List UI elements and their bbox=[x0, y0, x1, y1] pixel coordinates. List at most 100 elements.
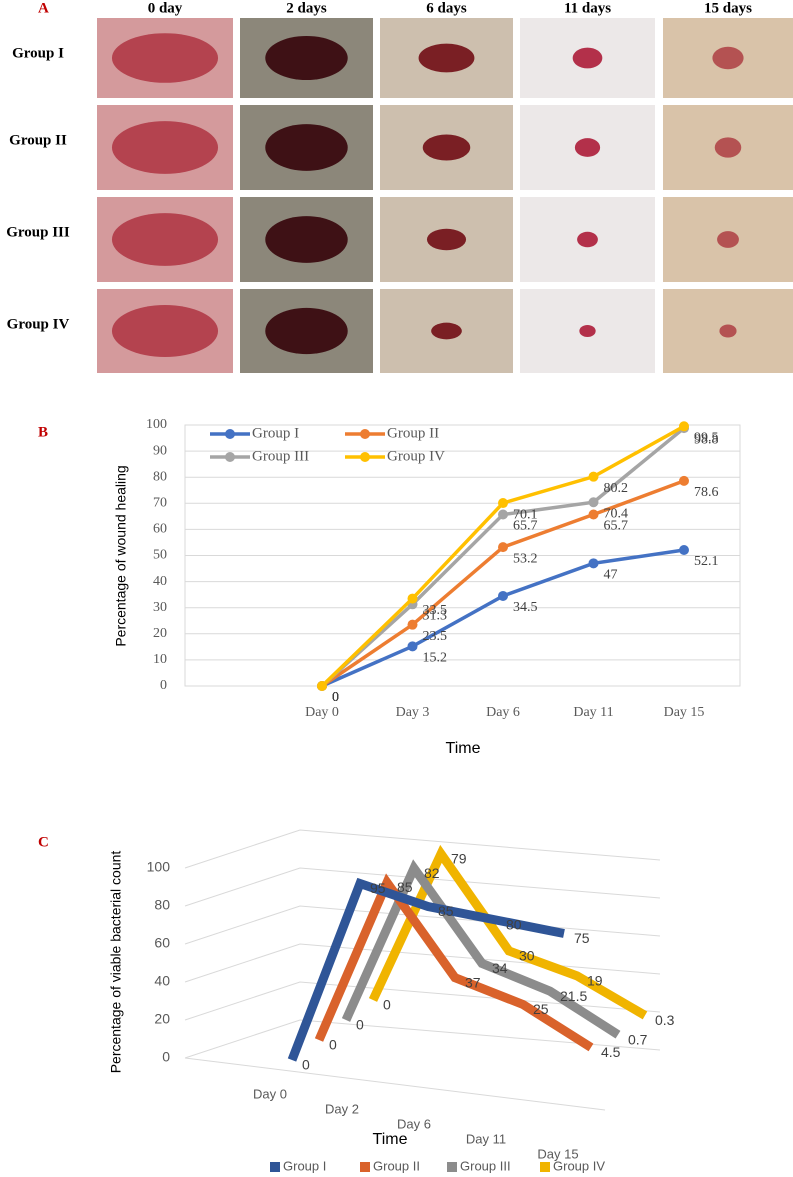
wound-area bbox=[265, 307, 348, 355]
row-label: Group I bbox=[12, 45, 64, 61]
data-label: 70.1 bbox=[513, 507, 538, 522]
grid-line bbox=[184, 829, 661, 869]
y-tick-label: 0 bbox=[160, 678, 167, 693]
wound-area bbox=[574, 138, 601, 157]
data-label: 34 bbox=[492, 960, 508, 976]
legend-label: Group II bbox=[387, 425, 439, 441]
series-line bbox=[320, 424, 685, 688]
grid-line bbox=[184, 1019, 661, 1059]
data-label: 99.5 bbox=[694, 431, 719, 446]
legend-marker bbox=[225, 452, 235, 462]
column-header: 15 days bbox=[704, 0, 752, 16]
data-point bbox=[588, 558, 599, 569]
data-point bbox=[498, 498, 508, 509]
y-axis-title: Percentage of wound healing bbox=[113, 465, 129, 646]
data-label: 0 bbox=[356, 1017, 364, 1033]
series-ribbon bbox=[341, 859, 621, 1039]
legend-label: Group II bbox=[373, 1158, 420, 1173]
data-point bbox=[498, 509, 508, 520]
panel-label: A bbox=[38, 0, 49, 16]
data-label: 82 bbox=[424, 865, 440, 881]
x-tick-label: Day 15 bbox=[537, 1146, 578, 1161]
data-label: 15.2 bbox=[423, 651, 448, 666]
x-tick-label: Day 11 bbox=[573, 705, 613, 720]
y-tick-label: 20 bbox=[153, 626, 167, 641]
legend-swatch bbox=[540, 1162, 550, 1172]
x-tick-label: Day 6 bbox=[397, 1116, 431, 1131]
y-tick-label: 10 bbox=[153, 652, 167, 667]
wound-area bbox=[577, 231, 598, 248]
data-point bbox=[679, 421, 689, 432]
wound-area bbox=[418, 43, 475, 73]
data-label: 80 bbox=[506, 917, 522, 933]
y-tick-label: 90 bbox=[153, 443, 167, 458]
panel-label: B bbox=[38, 424, 48, 440]
data-label: 0 bbox=[332, 690, 339, 705]
data-label: 34.5 bbox=[513, 600, 538, 615]
data-point bbox=[407, 619, 418, 630]
data-label: 0 bbox=[332, 690, 339, 705]
data-label: 85 bbox=[438, 903, 454, 919]
data-label: 47 bbox=[604, 568, 618, 583]
y-tick-label: 70 bbox=[153, 496, 167, 511]
data-label: 19 bbox=[587, 973, 603, 989]
data-label: 37 bbox=[465, 974, 481, 990]
floor-edge bbox=[184, 1057, 606, 1111]
data-label: 75 bbox=[574, 930, 590, 946]
legend-label: Group IV bbox=[553, 1158, 605, 1173]
grid-line bbox=[184, 981, 661, 1021]
data-label: 0.7 bbox=[628, 1031, 648, 1047]
legend-label: Group I bbox=[283, 1158, 326, 1173]
y-tick-label: 80 bbox=[154, 897, 170, 913]
data-point bbox=[588, 497, 599, 508]
wound-area bbox=[265, 124, 348, 171]
data-label: 95 bbox=[370, 880, 386, 896]
data-label: 53.2 bbox=[513, 551, 538, 566]
data-point bbox=[407, 641, 418, 652]
x-axis-title: Time bbox=[373, 1131, 408, 1148]
column-header: 11 days bbox=[564, 0, 611, 16]
y-tick-label: 0 bbox=[162, 1049, 170, 1065]
column-header: 6 days bbox=[426, 0, 467, 16]
x-tick-label: Day 0 bbox=[305, 705, 339, 720]
data-label: 25 bbox=[533, 1001, 549, 1017]
legend-label: Group III bbox=[252, 448, 309, 464]
legend-label: Group III bbox=[460, 1158, 511, 1173]
x-tick-label: Day 11 bbox=[466, 1131, 506, 1146]
y-tick-label: 40 bbox=[154, 973, 170, 989]
data-label: 0 bbox=[383, 997, 391, 1013]
series-ribbon bbox=[287, 877, 565, 1062]
data-label: 23.5 bbox=[423, 629, 448, 644]
x-tick-label: Day 3 bbox=[396, 705, 430, 720]
wound-area bbox=[111, 33, 219, 83]
y-axis-title: Percentage of viable bacterial count bbox=[108, 851, 124, 1074]
y-tick-label: 100 bbox=[147, 859, 171, 875]
y-tick-label: 40 bbox=[153, 574, 167, 589]
data-label: 21.5 bbox=[560, 988, 587, 1004]
series-line bbox=[321, 548, 685, 688]
y-tick-label: 80 bbox=[153, 469, 167, 484]
x-tick-label: Day 6 bbox=[486, 705, 520, 720]
wound-area bbox=[719, 324, 737, 338]
wound-area bbox=[265, 216, 348, 263]
data-label: 33.5 bbox=[423, 603, 448, 618]
wound-area bbox=[714, 137, 742, 158]
data-label: 70.4 bbox=[604, 506, 629, 521]
legend-swatch bbox=[270, 1162, 280, 1172]
data-label: 80.2 bbox=[604, 481, 629, 496]
data-label: 4.5 bbox=[601, 1044, 621, 1060]
legend-label: Group I bbox=[252, 425, 299, 441]
row-label: Group II bbox=[9, 132, 67, 148]
wound-area bbox=[717, 231, 739, 248]
data-label: 85 bbox=[397, 879, 413, 895]
panel-label: C bbox=[38, 834, 49, 850]
data-label: 31.3 bbox=[423, 609, 448, 624]
wound-area bbox=[422, 134, 471, 161]
x-tick-label: Day 2 bbox=[325, 1101, 359, 1116]
legend-marker bbox=[360, 452, 370, 462]
wound-area bbox=[111, 213, 219, 266]
wound-area bbox=[712, 46, 744, 70]
data-label: 79 bbox=[451, 851, 467, 867]
y-tick-label: 30 bbox=[153, 600, 167, 615]
